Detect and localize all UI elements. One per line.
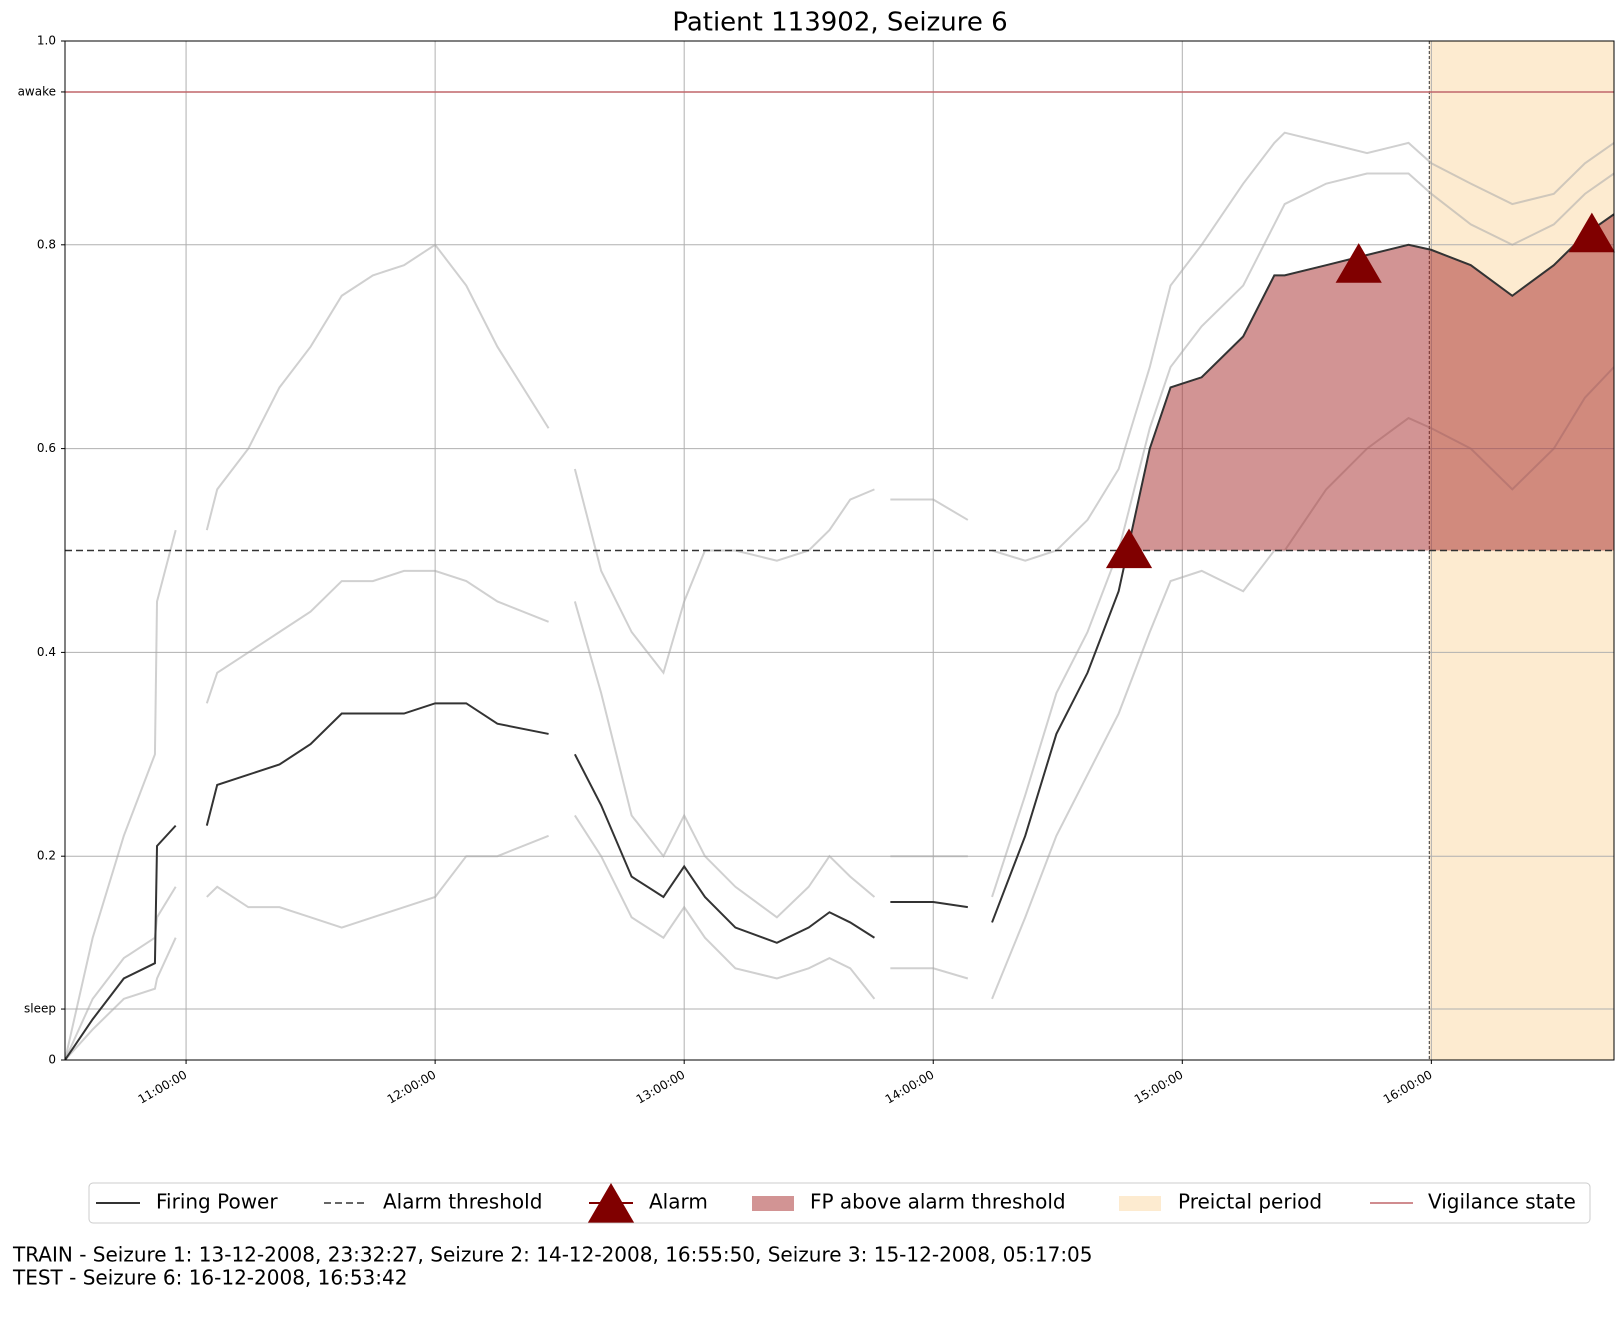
y-tick-label: 0 [48,1053,56,1067]
firing-power-line [573,753,875,944]
ensemble-line [65,529,177,1060]
x-tick-label: 12:00:00 [385,1068,439,1107]
plot-frame [64,40,1615,1061]
fp-above-threshold [890,551,967,908]
footer-line: TRAIN - Seizure 1: 13-12-2008, 23:32:27,… [12,1243,1093,1267]
legend-handle [587,1183,635,1223]
legend-box [88,1182,1591,1224]
ensemble-line [574,814,876,1000]
y-tick-label: 0.2 [37,849,56,863]
ensemble-line [991,131,1614,562]
y-tick-label: 1.0 [37,34,56,48]
legend: Firing Power Alarm threshold Alarm FP above… [88,1182,1591,1224]
ensemble-line [205,243,550,531]
firing-power-line [65,824,177,1060]
legend-label: Vigilance state [1428,1190,1576,1214]
y-tick-label: sleep [24,1002,56,1016]
ensemble-line [890,498,969,521]
ensemble-line [65,886,177,1060]
firing-power-line [205,702,549,826]
ensemble-line [890,967,969,980]
firing-power-line [991,213,1614,923]
legend-label: Preictal period [1178,1190,1322,1214]
firing-power-line [890,901,968,909]
x-tick-label: 16:00:00 [1381,1068,1435,1107]
legend-label: FP above alarm threshold [810,1190,1066,1214]
legend-handle [1119,1196,1161,1211]
fp-above-threshold [992,214,1614,551]
y-tick-label: awake [18,84,56,98]
y-tick-label: 0.6 [37,441,56,455]
footer-line: TEST - Seizure 6: 16-12-2008, 16:53:42 [12,1266,407,1290]
legend-label: Alarm [649,1190,708,1214]
ensemble-line [573,468,875,675]
legend-label: Firing Power [156,1190,278,1214]
x-tick-label: 14:00:00 [883,1068,937,1107]
alarm-marker [1335,243,1382,283]
ensemble-line [65,937,177,1060]
alarm-marker [1105,528,1153,569]
ensemble-line [206,834,549,929]
ensemble-line [573,601,876,919]
y-tick-label: 0.4 [37,645,56,659]
x-tick-label: 11:00:00 [136,1068,190,1107]
ensemble-line [205,569,549,704]
legend-label: Alarm threshold [383,1190,542,1214]
chart-title: Patient 113902, Seizure 6 [672,8,1007,38]
alarm-marker [1568,212,1615,253]
x-tick-label: 13:00:00 [634,1068,688,1107]
fp-above-threshold [207,551,549,826]
ensemble-line [991,172,1614,898]
x-tick-label: 15:00:00 [1132,1068,1186,1107]
y-tick-label: 0.8 [37,237,56,251]
legend-handle [752,1196,794,1211]
